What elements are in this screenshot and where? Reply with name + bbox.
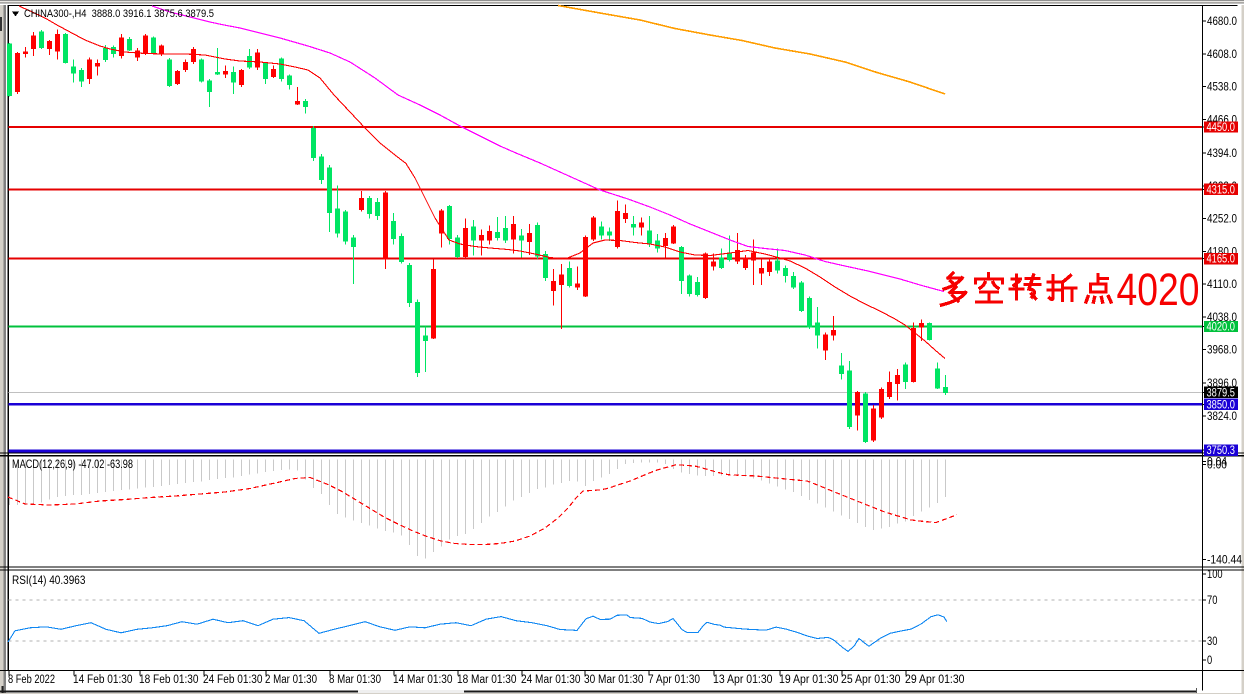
svg-text:7 Apr 01:30: 7 Apr 01:30 [648, 674, 700, 686]
svg-text:0.00: 0.00 [1207, 460, 1227, 472]
svg-text:-140.44: -140.44 [1207, 555, 1243, 567]
svg-text:4252.0: 4252.0 [1207, 213, 1237, 225]
svg-text:4165.0: 4165.0 [1207, 254, 1236, 266]
svg-text:100: 100 [1207, 569, 1223, 581]
svg-text:4020: 4020 [1117, 264, 1200, 315]
svg-text:0: 0 [1207, 655, 1212, 667]
svg-text:19 Apr 01:30: 19 Apr 01:30 [779, 674, 839, 686]
svg-text:3879.5: 3879.5 [1207, 387, 1236, 399]
svg-text:4608.0: 4608.0 [1207, 49, 1237, 61]
svg-text:24 Mar 01:30: 24 Mar 01:30 [521, 674, 581, 686]
svg-text:18 Feb 01:30: 18 Feb 01:30 [139, 674, 199, 686]
svg-text:0.04: 0.04 [1207, 457, 1228, 469]
svg-text:4450.0: 4450.0 [1207, 122, 1236, 134]
svg-text:4538.0: 4538.0 [1207, 81, 1237, 93]
svg-text:18 Mar 01:30: 18 Mar 01:30 [457, 674, 517, 686]
svg-text:70: 70 [1207, 595, 1217, 607]
svg-text:24 Feb 01:30: 24 Feb 01:30 [203, 674, 263, 686]
svg-text:4110.0: 4110.0 [1207, 279, 1237, 291]
svg-text:30 Mar 01:30: 30 Mar 01:30 [584, 674, 644, 686]
svg-text:29 Apr 01:30: 29 Apr 01:30 [905, 674, 965, 686]
svg-text:3750.3: 3750.3 [1207, 445, 1236, 457]
svg-text:3850.0: 3850.0 [1207, 399, 1236, 411]
svg-text:14 Mar 01:30: 14 Mar 01:30 [393, 674, 453, 686]
svg-text:8 Mar 01:30: 8 Mar 01:30 [329, 674, 381, 686]
svg-text:13 Apr 01:30: 13 Apr 01:30 [713, 674, 773, 686]
svg-text:4680.0: 4680.0 [1207, 16, 1237, 28]
svg-text:3968.0: 3968.0 [1207, 345, 1237, 357]
svg-text:25 Apr 01:30: 25 Apr 01:30 [841, 674, 901, 686]
svg-text:4315.0: 4315.0 [1207, 184, 1236, 196]
svg-text:CHINA300-,H4 3888.0 3916.1 38: CHINA300-,H4 3888.0 3916.1 3875.6 3879.5 [24, 8, 214, 20]
svg-text:RSI(14) 40.3963: RSI(14) 40.3963 [12, 574, 85, 587]
svg-text:30: 30 [1207, 636, 1217, 648]
svg-text:8 Feb 2022: 8 Feb 2022 [8, 674, 55, 686]
svg-text:4394.0: 4394.0 [1207, 148, 1237, 160]
svg-text:14 Feb 01:30: 14 Feb 01:30 [73, 674, 133, 686]
svg-text:MACD(12,26,9) -47.02 -63.98: MACD(12,26,9) -47.02 -63.98 [12, 458, 133, 471]
svg-text:4020.0: 4020.0 [1207, 322, 1236, 334]
svg-text:3824.0: 3824.0 [1207, 411, 1237, 423]
svg-text:2 Mar 01:30: 2 Mar 01:30 [265, 674, 317, 686]
